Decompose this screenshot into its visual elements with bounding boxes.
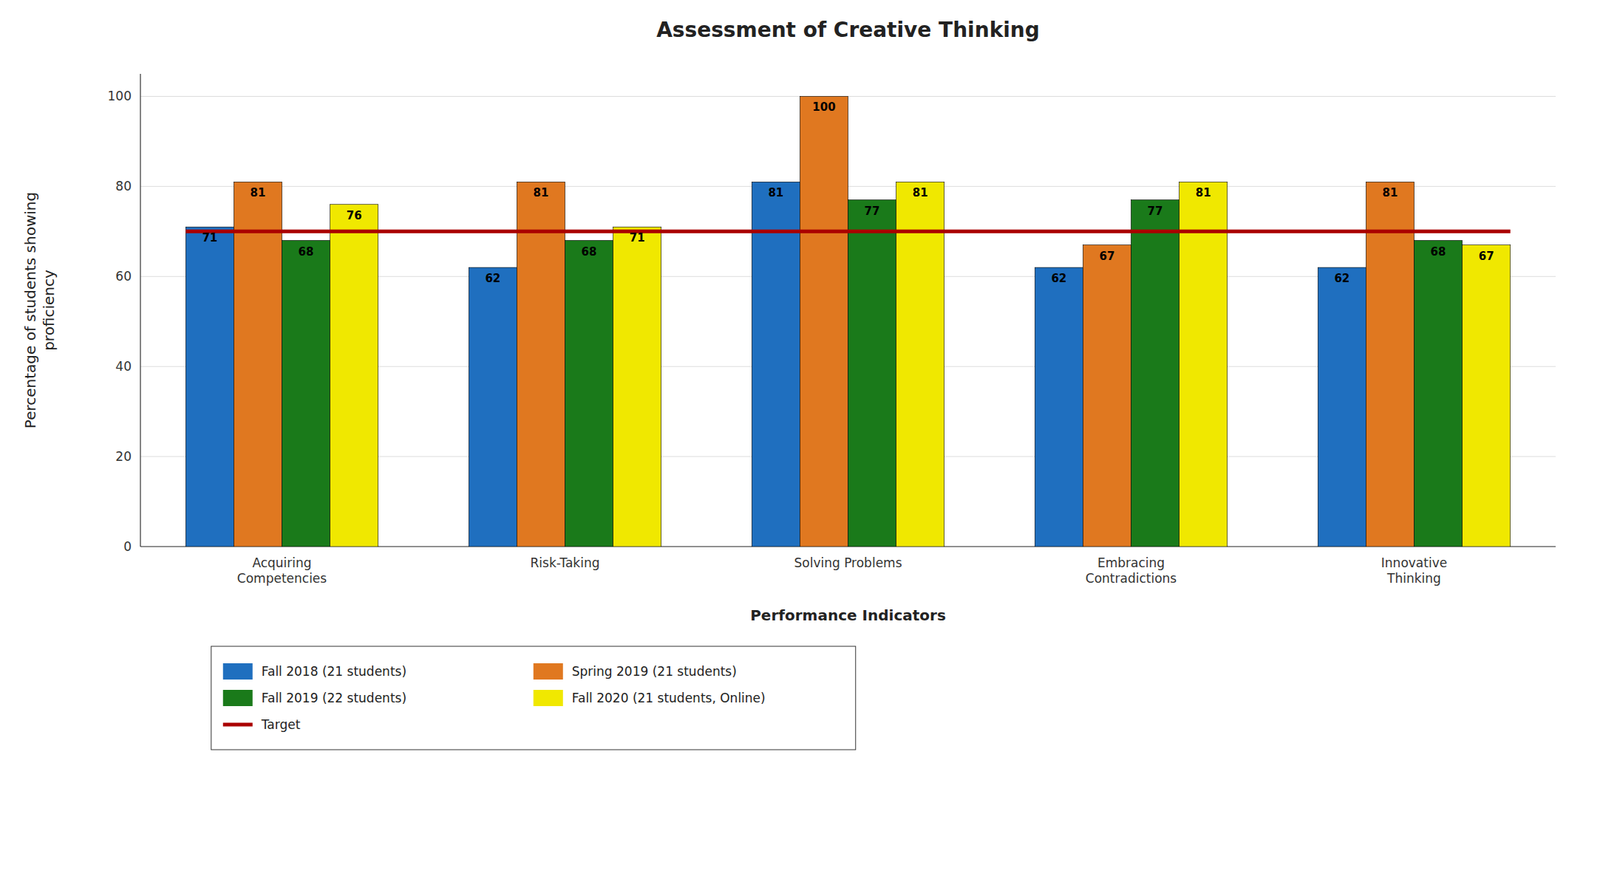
data-label: 81 — [767, 186, 784, 200]
data-label: 77 — [1147, 204, 1164, 219]
bar — [516, 181, 565, 547]
y-tick-label: 20 — [115, 449, 132, 465]
chart: Assessment of Creative Thinking 0 20 40 60 80… — [0, 0, 1600, 876]
data-label: 68 — [298, 245, 315, 259]
legend: Fall 2018 (21 students) Spring 2019 (21 s… — [211, 646, 856, 751]
bar — [1462, 245, 1511, 547]
legend-swatch — [223, 663, 253, 680]
data-label: 62 — [484, 271, 501, 286]
bar — [1317, 267, 1366, 547]
legend-swatch — [223, 690, 253, 707]
text-line: Acquiring — [252, 555, 312, 571]
y-tick-label: 0 — [123, 539, 132, 555]
data-label: 100 — [812, 100, 836, 114]
bar — [613, 226, 662, 547]
legend-label: Fall 2020 (21 students, Online) — [572, 690, 766, 706]
x-tick-label: Risk-Taking — [530, 555, 601, 571]
text-line: Percentage of students showing — [21, 192, 40, 429]
y-axis — [139, 73, 141, 547]
legend-label: Fall 2018 (21 students) — [261, 664, 407, 680]
bar — [751, 181, 800, 547]
bar — [1131, 200, 1180, 547]
legend-swatch — [533, 690, 564, 707]
data-label: 81 — [912, 186, 929, 200]
data-label: 81 — [1195, 186, 1212, 200]
text-line: proficiency — [39, 269, 58, 352]
text-line: Thinking — [1386, 571, 1442, 587]
bar — [565, 240, 614, 547]
bar — [330, 204, 379, 547]
text-line: Risk-Taking — [530, 555, 601, 571]
data-label: 67 — [1099, 249, 1116, 264]
y-tick-label: 80 — [115, 178, 132, 194]
bar — [1414, 240, 1463, 547]
data-label: 68 — [581, 245, 598, 259]
data-label: 81 — [1382, 186, 1399, 200]
text-line: Solving Problems — [793, 555, 902, 571]
data-label: 76 — [346, 209, 363, 223]
data-label: 71 — [629, 231, 646, 245]
data-label: 62 — [1050, 271, 1067, 286]
bar — [468, 267, 517, 547]
bar — [799, 96, 848, 547]
text-line: Innovative — [1381, 555, 1448, 571]
text-line: Competencies — [237, 571, 328, 587]
y-tick-label: 40 — [115, 359, 132, 374]
data-label: 62 — [1333, 271, 1350, 286]
y-tick-label: 100 — [107, 88, 132, 104]
bar — [1034, 267, 1083, 547]
title: Assessment of Creative Thinking — [656, 17, 1040, 43]
x-tick-label: InnovativeThinking — [1381, 555, 1448, 587]
y-axis-label: Percentage of students showingproficienc… — [21, 192, 58, 429]
legend-swatch — [223, 723, 253, 728]
background — [0, 0, 1600, 876]
bar — [896, 181, 945, 547]
bar — [185, 226, 234, 547]
data-label: 71 — [201, 231, 218, 245]
legend-frame — [211, 646, 856, 751]
x-tick-label: EmbracingContradictions — [1085, 555, 1178, 587]
bar — [848, 200, 897, 547]
bar — [282, 240, 331, 547]
x-axis-label: Performance Indicators — [750, 606, 946, 625]
data-label: 81 — [533, 186, 550, 200]
bar — [1082, 245, 1131, 547]
bar — [1179, 181, 1228, 547]
text-line: Contradictions — [1085, 571, 1178, 587]
legend-label: Spring 2019 (21 students) — [572, 664, 737, 680]
data-label: 67 — [1478, 249, 1495, 264]
bar — [1365, 181, 1414, 547]
bar — [233, 181, 282, 547]
grid — [140, 96, 1556, 547]
data-label: 81 — [250, 186, 267, 200]
data-label: 77 — [864, 204, 881, 219]
legend-label: Fall 2019 (22 students) — [261, 690, 407, 706]
data-label: 68 — [1430, 245, 1447, 259]
y-tick-label: 60 — [115, 269, 132, 284]
legend-label: Target — [260, 717, 301, 733]
target-line — [185, 229, 1510, 234]
text-line: Embracing — [1097, 555, 1165, 571]
x-tick-label: Solving Problems — [793, 555, 902, 571]
x-tick-label: AcquiringCompetencies — [237, 555, 328, 587]
legend-swatch — [533, 663, 564, 680]
marks — [185, 96, 1510, 547]
